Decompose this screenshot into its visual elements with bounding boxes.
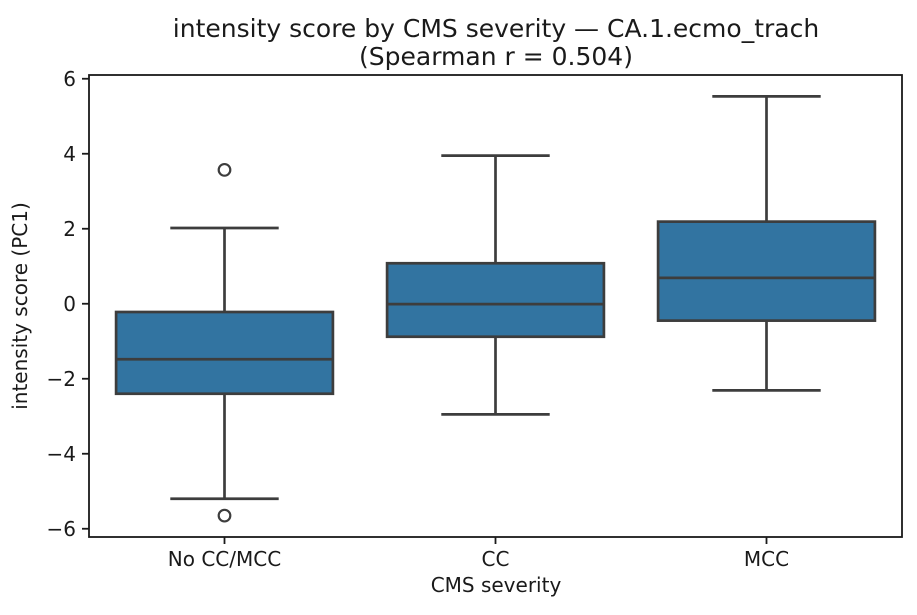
- y-tick-label: 6: [63, 67, 76, 91]
- y-tick-label: 0: [63, 292, 76, 316]
- outlier-point: [217, 162, 232, 177]
- outlier-point: [217, 508, 232, 523]
- x-tick-label: MCC: [744, 547, 789, 571]
- x-tick-label: No CC/MCC: [168, 547, 281, 571]
- y-tick-label: −2: [47, 367, 76, 391]
- chart-title: intensity score by CMS severity — CA.1.e…: [173, 14, 819, 43]
- box-iqr: [656, 220, 877, 322]
- plot-area: −6 −4 −2 0 2 4 6 No CC/MCC CC MCC: [47, 67, 903, 571]
- x-axis-label: CMS severity: [431, 573, 562, 597]
- y-axis-label: intensity score (PC1): [8, 202, 32, 410]
- chart-subtitle: (Spearman r = 0.504): [359, 42, 633, 71]
- y-tick-label: −4: [47, 442, 76, 466]
- x-tick-label: CC: [482, 547, 510, 571]
- y-tick-label: 4: [63, 142, 76, 166]
- box-iqr: [114, 310, 335, 396]
- box-iqr: [385, 261, 606, 339]
- y-tick-label: −6: [47, 517, 76, 541]
- y-tick-label: 2: [63, 217, 76, 241]
